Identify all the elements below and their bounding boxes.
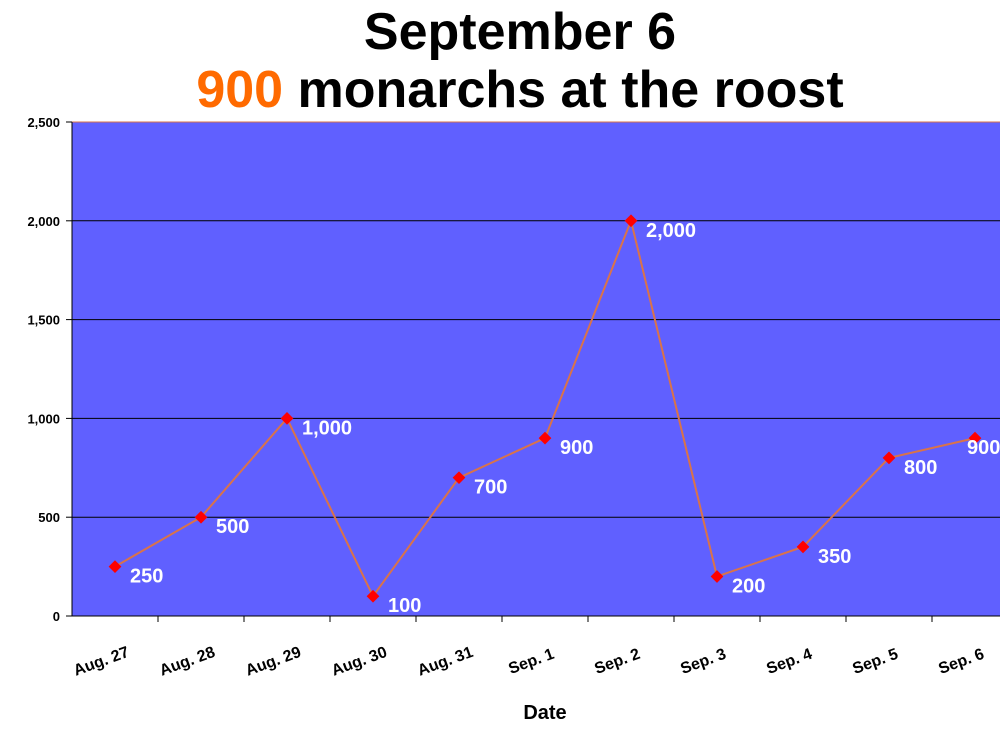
data-point xyxy=(452,471,466,485)
x-tick-label: Aug. 27 xyxy=(71,644,131,680)
data-point xyxy=(280,412,294,425)
y-tick-label: 1,500 xyxy=(27,313,60,328)
data-label: 200 xyxy=(732,575,765,597)
data-label: 250 xyxy=(130,566,163,588)
x-tick-label: Aug. 30 xyxy=(329,644,389,680)
x-tick-label: Sep. 3 xyxy=(678,646,728,678)
chart-subtitle: 900 monarchs at the roost xyxy=(0,60,1000,120)
data-label: 800 xyxy=(904,457,937,479)
y-tick-label: 2,000 xyxy=(27,214,60,229)
data-label: 900 xyxy=(967,437,1000,459)
x-tick-label: Sep. 2 xyxy=(592,646,642,678)
subtitle-text: monarchs at the roost xyxy=(283,61,844,119)
roost-count: 900 xyxy=(196,61,284,119)
y-tick-label: 2,500 xyxy=(27,115,60,130)
data-label: 500 xyxy=(216,516,249,538)
data-label: 900 xyxy=(560,437,593,459)
x-tick-label: Sep. 1 xyxy=(506,646,556,678)
data-label: 100 xyxy=(388,595,421,617)
data-label: 350 xyxy=(818,546,851,568)
data-label: 700 xyxy=(474,477,507,499)
data-label: 1,000 xyxy=(302,417,352,439)
y-tick-label: 1,000 xyxy=(27,411,60,426)
data-label: 2,000 xyxy=(646,220,696,242)
x-tick-label: Aug. 28 xyxy=(157,644,217,680)
y-tick-label: 500 xyxy=(38,510,60,525)
chart-title: September 6 xyxy=(363,3,677,61)
plot-area xyxy=(72,122,1000,616)
x-tick-label: Aug. 29 xyxy=(243,644,303,680)
x-axis-title: Date xyxy=(523,702,566,724)
x-tick-label: Aug. 31 xyxy=(415,644,475,680)
y-tick-label: 0 xyxy=(53,609,60,624)
x-tick-label: Sep. 4 xyxy=(764,646,814,678)
x-tick-label: Sep. 6 xyxy=(936,646,986,678)
x-tick-label: Sep. 5 xyxy=(850,646,900,678)
